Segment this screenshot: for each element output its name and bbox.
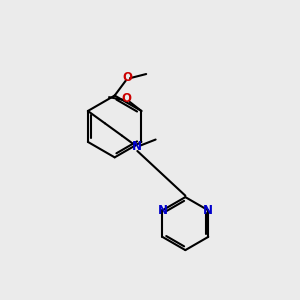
Text: N: N xyxy=(203,204,213,217)
Text: O: O xyxy=(121,92,131,105)
Text: N: N xyxy=(158,204,167,217)
Text: N: N xyxy=(132,140,142,153)
Text: O: O xyxy=(123,71,133,84)
